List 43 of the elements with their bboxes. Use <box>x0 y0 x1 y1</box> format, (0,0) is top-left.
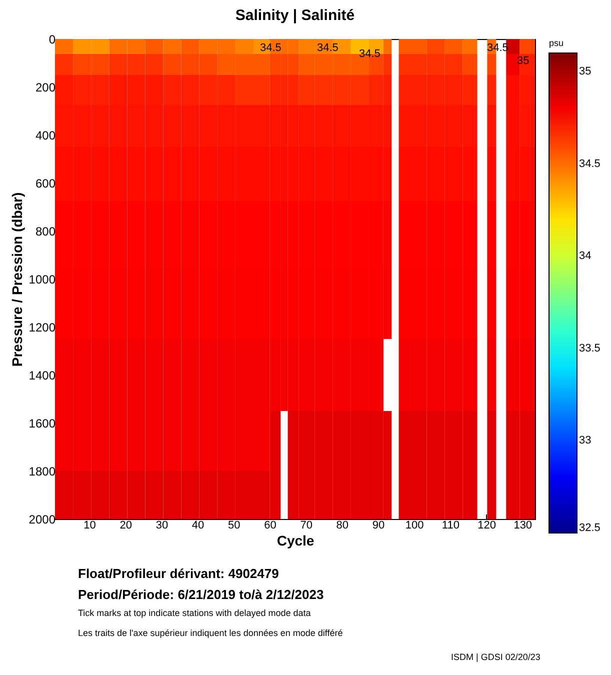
x-tick-label: 130 <box>514 520 532 532</box>
y-tick-label: 1600 <box>28 416 56 430</box>
y-tick-label: 400 <box>35 128 56 142</box>
text: Tick marks at top indicate stations with delayed mode data <box>78 608 312 618</box>
y-tick-label: 600 <box>35 176 56 190</box>
x-tick-label: 50 <box>228 520 240 532</box>
y-tick-label: 2000 <box>28 512 56 526</box>
x-axis-title: Cycle <box>276 532 314 548</box>
x-tick-label: 90 <box>372 520 385 532</box>
annotation: 34.5 <box>359 48 380 60</box>
text: Les traits de l'axe supérieur indiquent les données en mode différé <box>78 628 344 638</box>
y-tick-label: 200 <box>35 80 56 94</box>
y-tick-label: 1200 <box>28 320 56 334</box>
color-bar-title: psu <box>549 38 564 48</box>
y-tick-label: 1800 <box>28 464 56 478</box>
y-tick-label: 1400 <box>28 368 56 382</box>
x-tick-label: 20 <box>120 520 132 532</box>
x-tick-label: 100 <box>405 520 424 532</box>
color-bar-label: 34.5 <box>579 158 600 170</box>
y-tick-label: 800 <box>35 224 56 238</box>
color-bar-label: 33 <box>579 434 592 447</box>
text: ISDM | GDSI 02/20/23 <box>451 652 540 662</box>
y-tick-label: 1000 <box>28 272 56 286</box>
color-bar-label: 32.5 <box>579 522 600 534</box>
annotation: 34.5 <box>260 42 282 54</box>
x-tick-label: 60 <box>264 520 276 532</box>
text: Period/Période: 6/21/2019 to/à 2/12/2023 <box>78 587 325 602</box>
x-tick-label: 10 <box>84 520 96 532</box>
x-tick-label: 30 <box>156 520 168 532</box>
annotation: 34.5 <box>317 42 338 54</box>
x-tick-label: 120 <box>478 520 496 532</box>
y-tick-label: 0 <box>48 32 56 46</box>
color-bar-label: 35 <box>579 65 592 78</box>
color-bar-label: 34 <box>579 250 592 262</box>
annotation: 35 <box>517 55 530 67</box>
x-tick-label: 70 <box>300 520 312 532</box>
x-tick-label: 40 <box>192 520 204 532</box>
color-bar-label: 33.5 <box>579 342 600 354</box>
y-axis-title: Pressure / Pression (dbar) <box>8 192 25 367</box>
text: Float/Profileur dérivant: 4902479 <box>78 566 280 581</box>
x-tick-label: 80 <box>336 520 349 532</box>
chart-title: Salinity | Salinité <box>235 7 355 24</box>
x-tick-label: 110 <box>442 520 460 532</box>
